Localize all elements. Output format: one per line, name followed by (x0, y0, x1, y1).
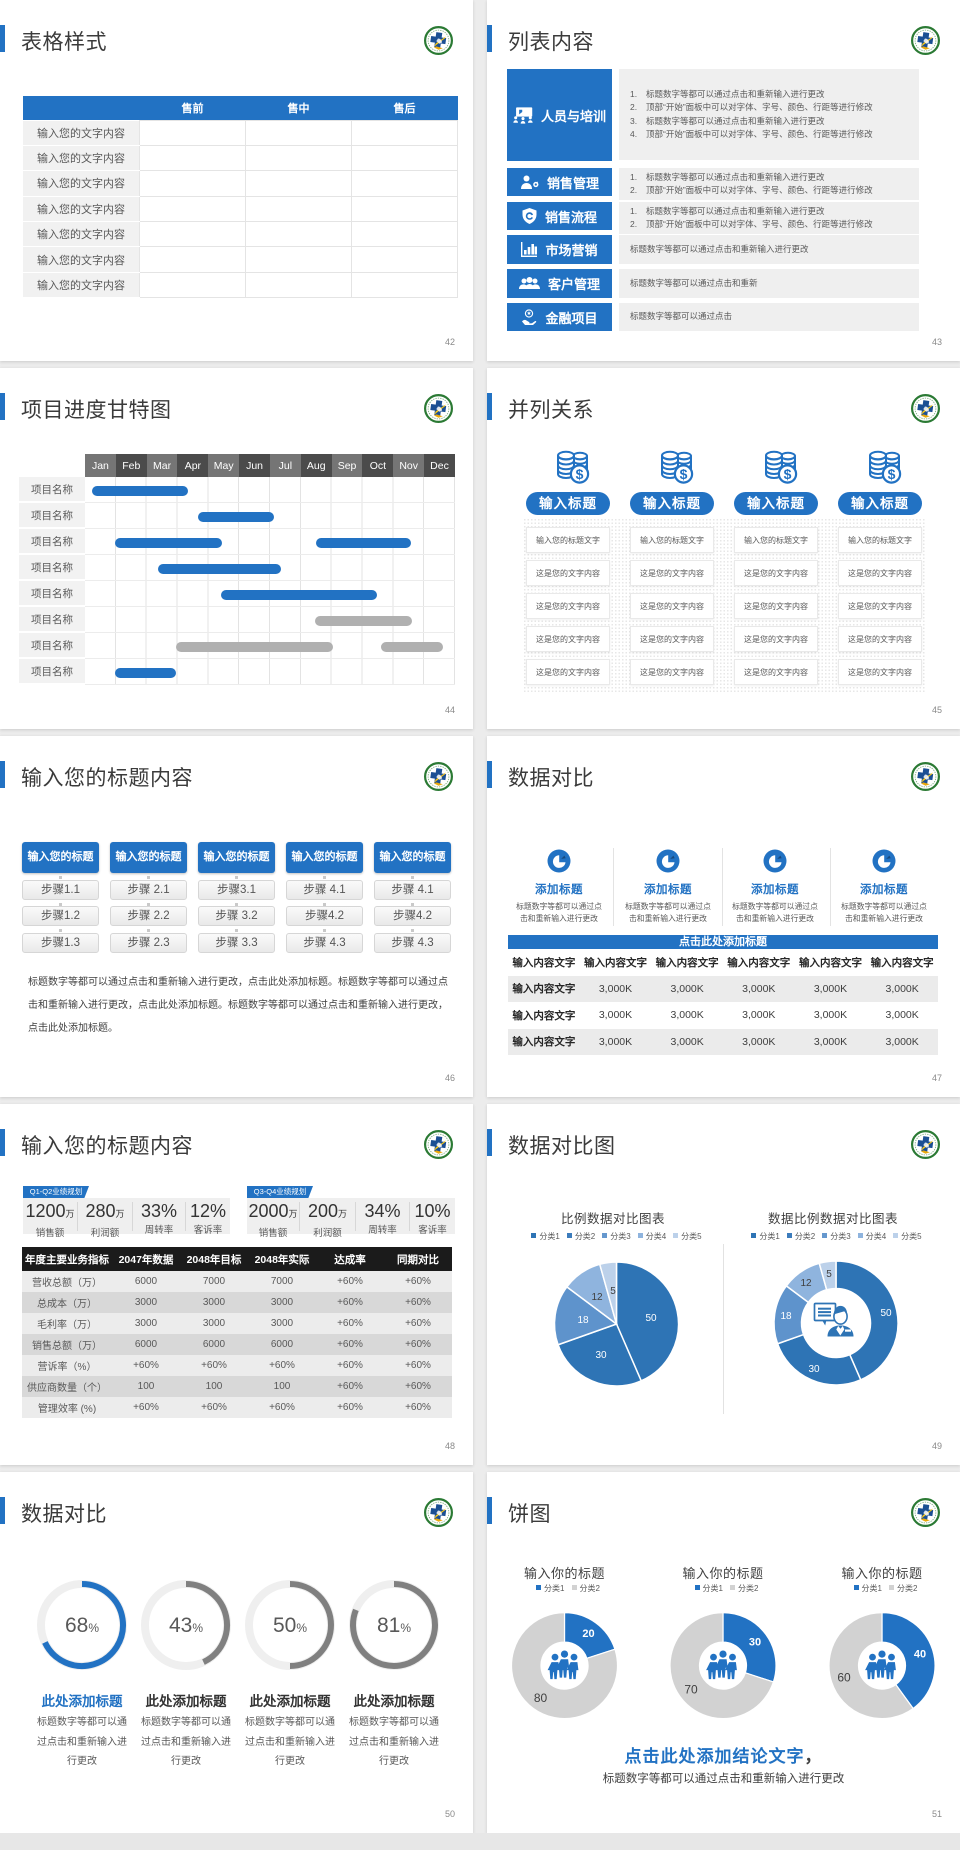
svg-text:30: 30 (595, 1350, 607, 1361)
svg-text:40: 40 (914, 1649, 926, 1661)
svg-text:18: 18 (780, 1311, 792, 1322)
svg-text:18: 18 (577, 1315, 589, 1326)
svg-text:12: 12 (800, 1278, 812, 1289)
svg-text:30: 30 (808, 1364, 820, 1375)
svg-text:20: 20 (582, 1628, 594, 1640)
svg-text:12: 12 (591, 1292, 603, 1303)
svg-text:5: 5 (610, 1286, 616, 1297)
svg-text:30: 30 (749, 1637, 761, 1649)
svg-text:80: 80 (534, 1691, 548, 1705)
svg-text:50: 50 (645, 1313, 657, 1324)
svg-text:50: 50 (880, 1308, 892, 1319)
svg-text:5: 5 (826, 1269, 832, 1280)
svg-text:60: 60 (837, 1671, 851, 1685)
svg-text:70: 70 (684, 1683, 698, 1697)
